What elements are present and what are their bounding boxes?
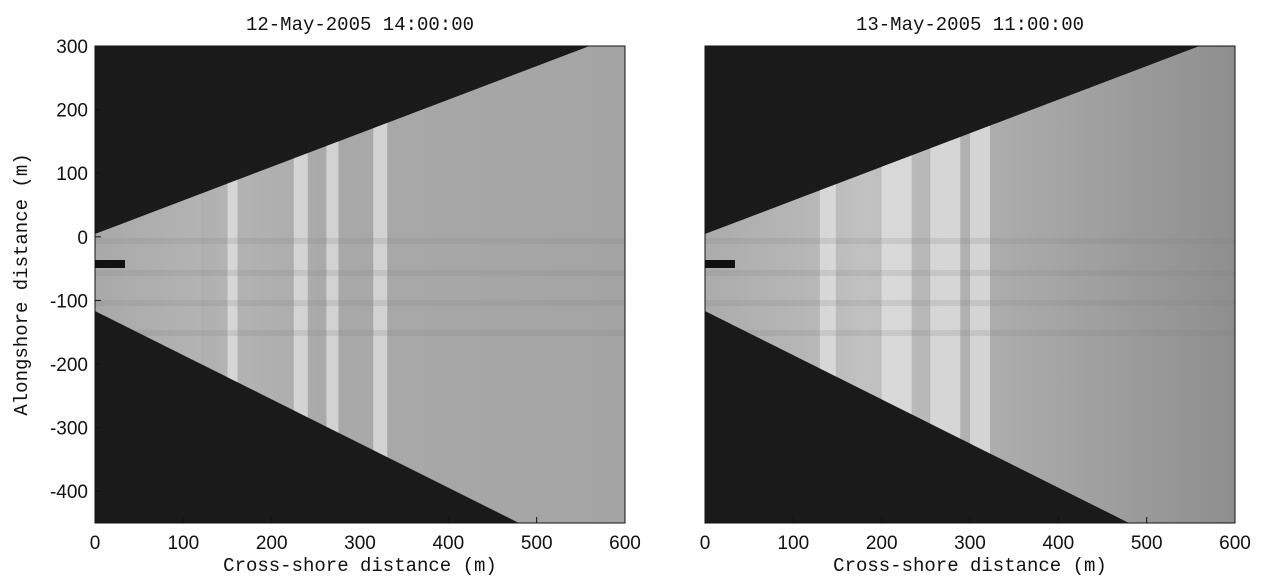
- x-tick-label: 300: [954, 533, 986, 554]
- panel-title: 13-May-2005 11:00:00: [856, 14, 1084, 36]
- y-tick-label: -200: [50, 355, 88, 376]
- y-axis-label: Alongshore distance (m): [11, 153, 33, 415]
- x-axis-label: Cross-shore distance (m): [833, 555, 1107, 577]
- streak: [705, 238, 1235, 244]
- wave-band: [227, 46, 238, 523]
- streak: [95, 270, 625, 276]
- x-tick-label: 200: [256, 533, 288, 554]
- y-tick-label: 300: [56, 37, 88, 58]
- axes-frame: [704, 45, 1236, 524]
- y-tick-label: -100: [50, 291, 88, 312]
- x-tick-label: 500: [1131, 533, 1163, 554]
- wave-band: [326, 46, 339, 523]
- x-tick-label: 400: [432, 533, 464, 554]
- x-axis-label: Cross-shore distance (m): [223, 555, 497, 577]
- y-tick-label: 0: [77, 228, 88, 249]
- wave-band: [970, 46, 990, 523]
- x-tick-label: 200: [866, 533, 898, 554]
- streak: [95, 330, 625, 336]
- streak: [705, 270, 1235, 276]
- y-tick-label: 100: [56, 164, 88, 185]
- pier: [705, 260, 735, 268]
- pier: [95, 260, 125, 268]
- streak: [95, 300, 625, 306]
- streak: [705, 330, 1235, 336]
- y-tick-label: -400: [50, 482, 88, 503]
- x-tick-label: 500: [521, 533, 553, 554]
- x-tick-label: 0: [700, 533, 711, 554]
- streak: [705, 300, 1235, 306]
- x-tick-label: 400: [1042, 533, 1074, 554]
- streak: [95, 238, 625, 244]
- x-tick-label: 100: [167, 533, 199, 554]
- x-tick-label: 300: [344, 533, 376, 554]
- x-tick-label: 600: [609, 533, 641, 554]
- y-tick-label: 200: [56, 101, 88, 122]
- wave-band: [373, 46, 388, 523]
- x-tick-label: 0: [90, 533, 101, 554]
- x-tick-label: 600: [1219, 533, 1251, 554]
- panel-title: 12-May-2005 14:00:00: [246, 14, 474, 36]
- y-tick-label: -300: [50, 419, 88, 440]
- wave-band: [293, 46, 308, 523]
- x-tick-label: 100: [777, 533, 809, 554]
- axes-frame: [94, 45, 626, 524]
